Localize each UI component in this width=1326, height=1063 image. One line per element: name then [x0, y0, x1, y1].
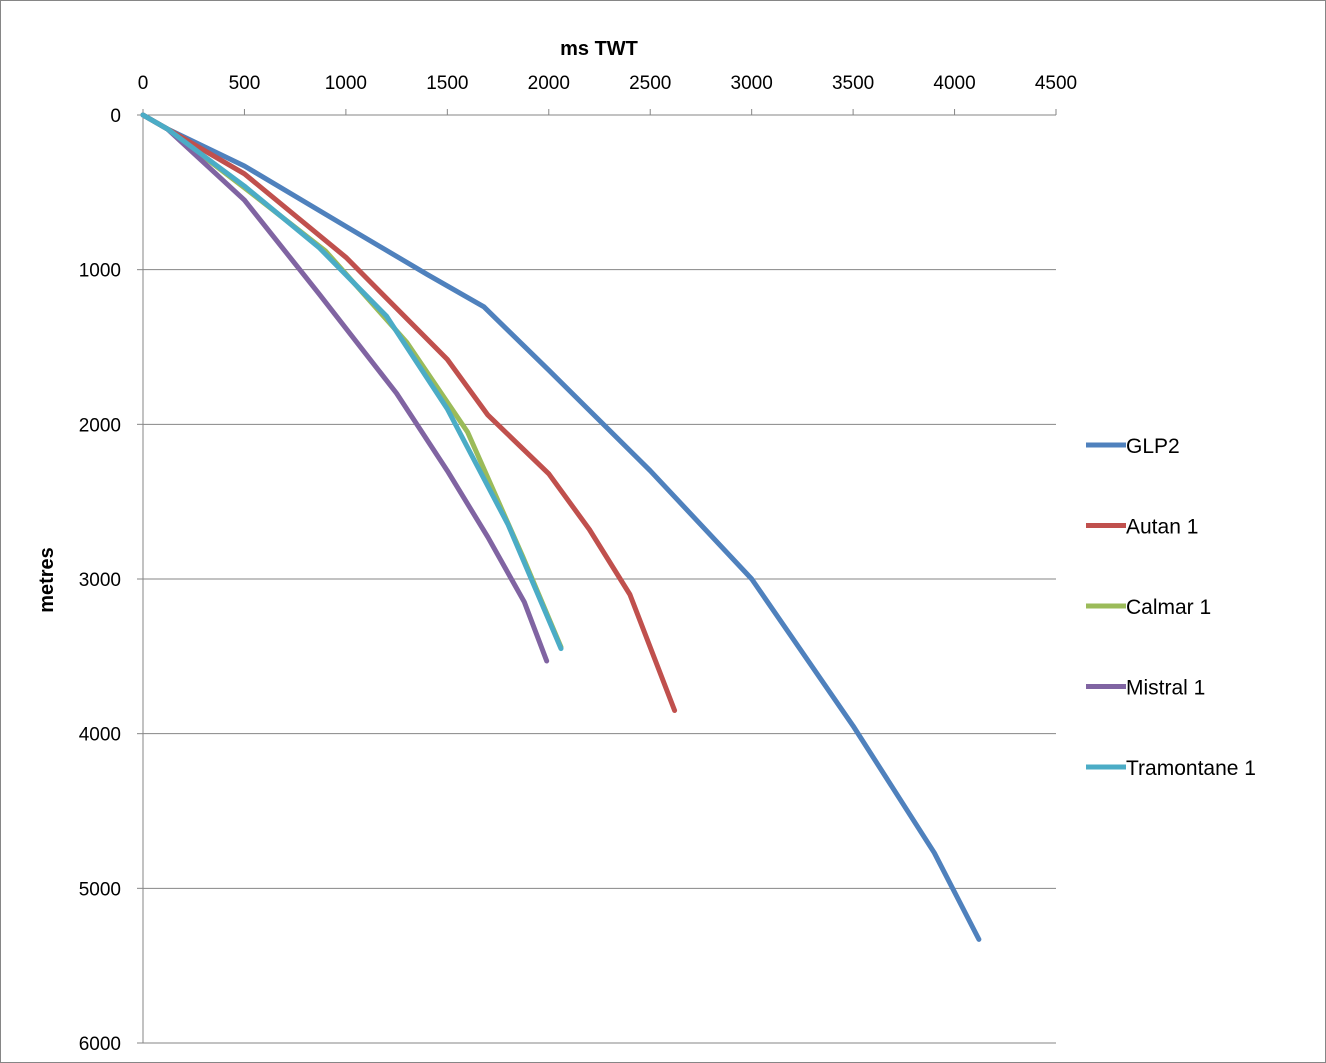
y-tick-label: 1000 [79, 261, 121, 282]
y-tick-label: 6000 [79, 1034, 121, 1055]
legend-label: Mistral 1 [1126, 677, 1205, 700]
series-layer [140, 112, 982, 942]
y-tick-label: 3000 [79, 570, 121, 591]
legend-label: Calmar 1 [1126, 596, 1211, 619]
x-tick-label: 4000 [933, 73, 975, 94]
legend-label: GLP2 [1126, 435, 1180, 458]
x-tick-label: 2000 [528, 73, 570, 94]
series-line-5 [140, 112, 564, 652]
x-tick-label: 1000 [325, 73, 367, 94]
legend-layer: GLP2 Autan 1 Calmar 1 Mistral 1 Tramontane 1 [1086, 435, 1256, 780]
series-line-2 [140, 112, 678, 713]
legend-label: Autan 1 [1126, 516, 1198, 539]
x-axis-title: ms TWT [560, 38, 638, 60]
axis-layer: 0 1000 2000 3000 4000 5000 6000 0 500 1000 1500 200… [79, 73, 1077, 1055]
legend-label: Tramontane 1 [1126, 757, 1256, 780]
x-tick-label: 3500 [832, 73, 874, 94]
x-tick-label: 2500 [629, 73, 671, 94]
x-tick-label: 1500 [426, 73, 468, 94]
series-line-1 [140, 112, 982, 942]
grid-layer [143, 269, 1056, 1044]
x-tick-label: 0 [138, 73, 149, 94]
y-tick-label: 2000 [79, 415, 121, 436]
x-tick-label: 500 [229, 73, 261, 94]
y-tick-label: 4000 [79, 725, 121, 746]
y-tick-label: 5000 [79, 879, 121, 900]
x-tick-label: 4500 [1035, 73, 1077, 94]
series-line-4 [140, 112, 550, 664]
x-tick-label: 3000 [731, 73, 773, 94]
y-tick-label: 0 [110, 106, 121, 127]
y-axis-title: metres [36, 547, 58, 613]
